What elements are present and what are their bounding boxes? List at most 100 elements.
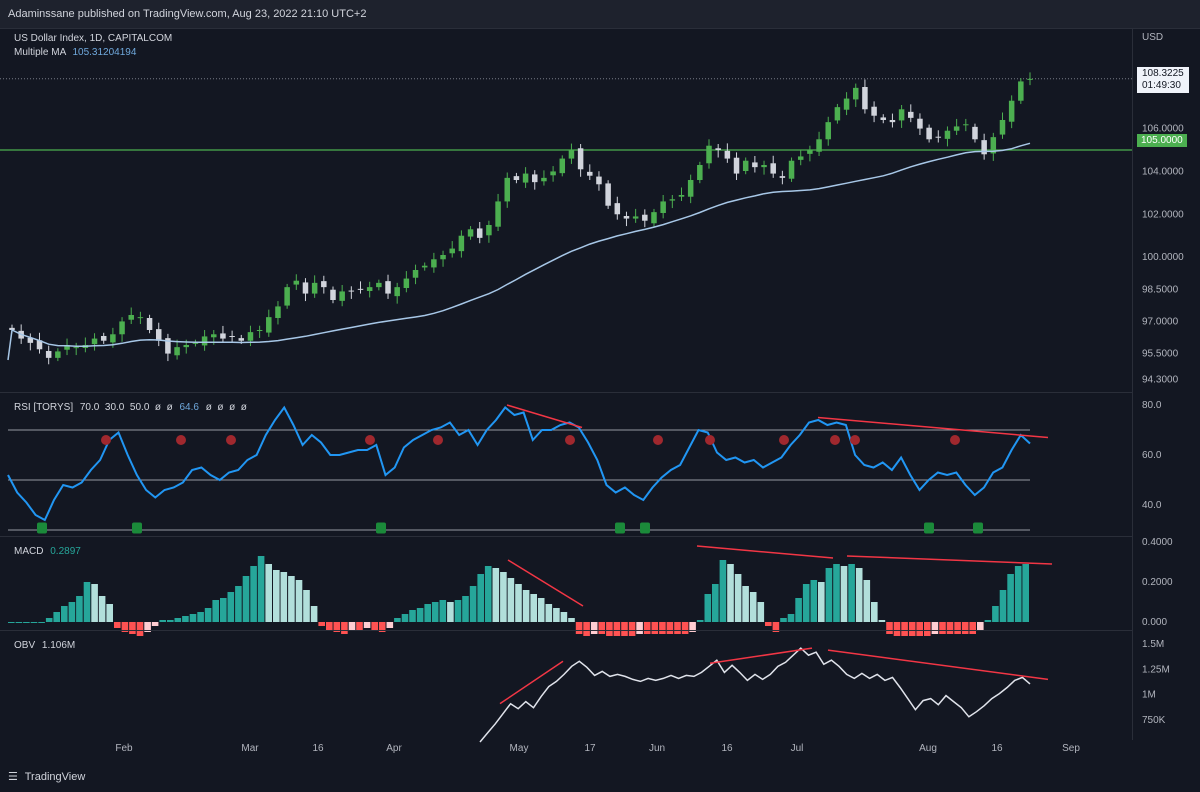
macd-bar: [583, 622, 590, 636]
time-tick-label: 17: [584, 743, 596, 754]
candle-body: [898, 109, 905, 121]
macd-bar: [878, 620, 886, 622]
candle-body: [394, 287, 400, 297]
pane-divider[interactable]: [0, 630, 1132, 631]
ma-label: Multiple MA: [14, 47, 66, 58]
regular-divergence-marker-icon: [565, 435, 575, 445]
macd-bar: [749, 592, 757, 622]
candle-body: [467, 229, 474, 237]
macd-bar: [197, 612, 204, 622]
candle-body: [541, 177, 547, 182]
divergence-trendline: [696, 545, 834, 559]
price-tick-label: 100.0000: [1142, 252, 1184, 263]
macd-bar: [447, 602, 454, 622]
macd-bar: [469, 586, 477, 622]
macd-bar: [280, 572, 288, 622]
candle-body: [284, 287, 290, 306]
macd-bar: [220, 598, 227, 622]
candle-body: [614, 203, 621, 215]
price-tick-label: 98.5000: [1142, 284, 1179, 295]
candle-body: [1027, 78, 1033, 80]
macd-bar: [265, 564, 272, 622]
macd-bar: [772, 622, 780, 632]
time-tick-label: Aug: [919, 743, 937, 754]
hidden-divergence-marker-icon: [924, 522, 934, 534]
macd-bar: [553, 608, 560, 622]
macd-bar: [999, 590, 1007, 622]
hidden-divergence-marker-icon: [37, 522, 47, 534]
candle-body: [513, 176, 520, 180]
macd-bar: [674, 622, 681, 634]
candle-body: [715, 148, 721, 150]
candle-body: [36, 340, 43, 350]
candle-body: [944, 130, 951, 139]
time-tick-label: May: [510, 743, 529, 754]
candle-body: [128, 315, 134, 320]
candle-body: [421, 265, 428, 268]
macd-bar: [598, 622, 606, 634]
macd-bar: [500, 572, 507, 622]
candle-body: [9, 327, 15, 330]
candle-body: [45, 351, 52, 358]
rsi-plot: [7, 405, 1031, 534]
macd-bar: [568, 618, 575, 622]
candle-body: [926, 127, 932, 140]
candle-body: [834, 107, 841, 121]
candle-body: [568, 150, 575, 159]
ma-line: [7, 142, 1031, 361]
candle-body: [852, 87, 859, 100]
macd-bar: [212, 600, 219, 622]
macd-bar: [1014, 566, 1022, 622]
macd-bar: [643, 622, 651, 634]
time-tick-label: Feb: [115, 743, 133, 754]
candle-body: [889, 120, 896, 123]
macd-bar: [454, 600, 462, 622]
candle-body: [100, 336, 107, 341]
macd-bar: [83, 582, 91, 622]
divergence-trendline: [817, 416, 1049, 439]
candle-body: [110, 334, 116, 343]
macd-bar: [628, 622, 636, 636]
candle-body: [632, 216, 639, 219]
macd-bar: [795, 598, 802, 622]
macd-bar: [530, 594, 537, 622]
candle-body: [862, 87, 868, 110]
macd-bar: [189, 614, 197, 622]
regular-divergence-marker-icon: [433, 435, 443, 445]
macd-bar: [121, 622, 129, 632]
macd-bar: [818, 582, 825, 622]
candle-body: [935, 136, 942, 138]
macd-bar: [810, 580, 818, 622]
candle-body: [192, 342, 199, 344]
tradingview-logo[interactable]: ☰ TradingView: [8, 770, 85, 783]
candle-body: [880, 117, 887, 120]
candle-body: [73, 347, 79, 349]
hidden-divergence-marker-icon: [376, 522, 386, 534]
candle-body: [357, 288, 364, 290]
last-price-tag: 108.3225 01:49:30: [1137, 67, 1189, 93]
macd-bar: [727, 564, 734, 622]
macd-bar: [257, 556, 265, 622]
candle-body: [449, 248, 455, 254]
currency-label: USD: [1142, 32, 1164, 43]
pane-divider[interactable]: [0, 392, 1132, 393]
pane-divider[interactable]: [0, 536, 1132, 537]
macd-bar: [840, 566, 848, 622]
candle-body: [816, 139, 822, 152]
candle-body: [311, 282, 318, 294]
macd-bar: [666, 622, 674, 634]
obv-tick-label: 1.25M: [1142, 664, 1170, 675]
macd-bar: [326, 622, 333, 630]
macd-value: 0.2897: [50, 546, 81, 557]
candle-body: [587, 171, 593, 176]
candle-body: [871, 106, 877, 116]
macd-bar: [560, 612, 568, 622]
obv-tick-label: 1M: [1142, 690, 1156, 701]
macd-bar: [863, 580, 871, 622]
hidden-divergence-marker-icon: [132, 522, 142, 534]
macd-bar: [371, 622, 378, 630]
candle-body: [55, 351, 61, 358]
macd-bar: [424, 604, 431, 622]
ma-legend: Multiple MA 105.31204194: [14, 47, 136, 58]
